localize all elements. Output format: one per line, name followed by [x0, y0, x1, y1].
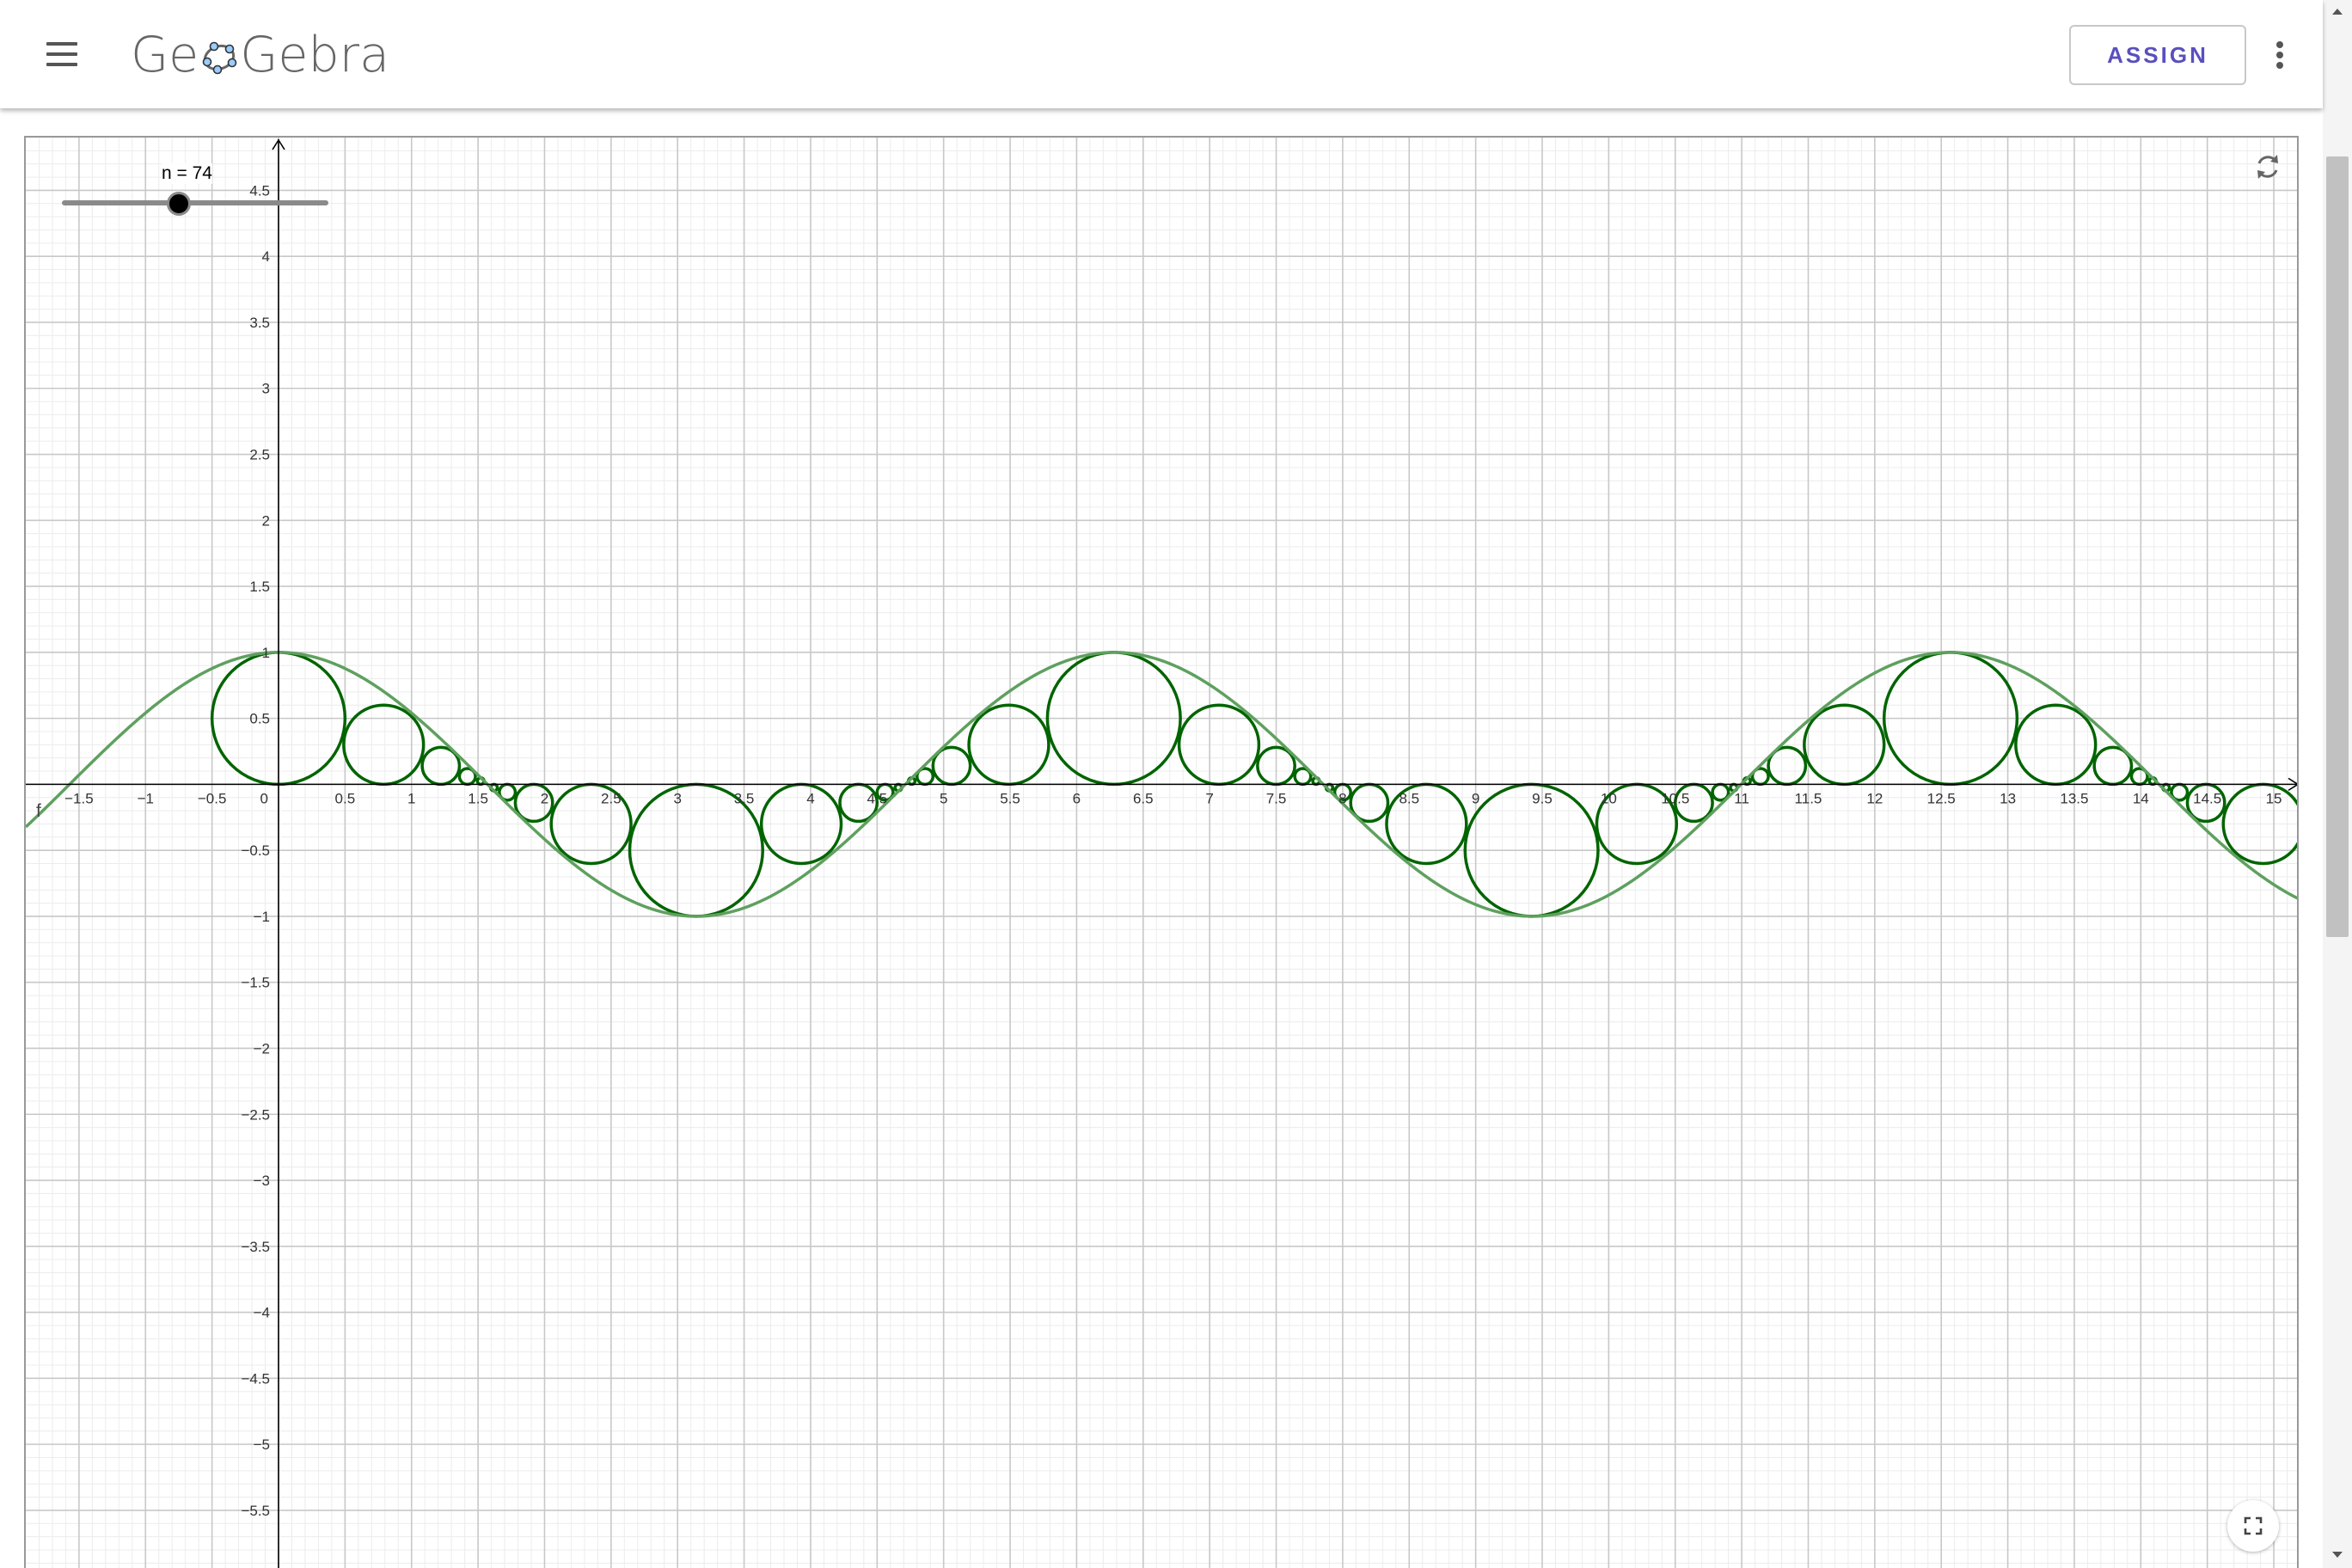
axes — [26, 138, 2297, 1568]
x-tick-label: 14 — [2133, 790, 2149, 806]
graphics-canvas[interactable]: −1.5 −1 −0.5 0 0.5 1 1.5 2 2.5 3 3.5 4 4.5 5 5.5 6 6.5 7 7… — [26, 138, 2299, 1568]
y-tick-label: −5.5 — [241, 1503, 270, 1519]
app-header: Ge Gebra ASSIGN — [0, 0, 2323, 108]
x-tick-label: 10.5 — [1661, 790, 1689, 806]
x-tick-label: 9.5 — [1532, 790, 1553, 806]
y-tick-label: −2 — [254, 1040, 270, 1057]
x-tick-label: 5.5 — [1000, 790, 1020, 806]
x-tick-label: −1.5 — [64, 790, 94, 806]
y-tick-label: 3 — [262, 381, 270, 397]
menu-bar — [46, 42, 77, 46]
y-tick-label: −1.5 — [241, 975, 270, 991]
major-grid — [26, 138, 2297, 1568]
geogebra-logo: Ge Gebra — [131, 21, 389, 89]
x-tick-label: 9 — [1472, 790, 1479, 806]
menu-bar — [46, 63, 77, 66]
y-tick-label: 0.5 — [249, 711, 270, 727]
y-tick-label: −1 — [254, 909, 270, 925]
slider-knob[interactable] — [167, 192, 192, 216]
x-tick-label: 11.5 — [1795, 790, 1822, 806]
scroll-down-arrow-icon[interactable] — [2326, 1546, 2349, 1565]
y-tick-label: −0.5 — [241, 842, 270, 859]
y-tick-label: −5 — [254, 1436, 270, 1453]
assign-button[interactable]: ASSIGN — [2069, 25, 2246, 85]
x-tick-label: 6 — [1073, 790, 1081, 806]
y-tick-label: −4.5 — [241, 1370, 270, 1387]
reset-refresh-icon[interactable] — [2252, 151, 2283, 182]
x-tick-label: 8 — [1338, 790, 1346, 806]
x-tick-label: 6.5 — [1133, 790, 1154, 806]
function-curve-f[interactable] — [26, 651, 2299, 918]
x-tick-label: 2 — [541, 790, 548, 806]
y-axis-arrow-icon — [272, 138, 285, 150]
x-tick-label: 12.5 — [1927, 790, 1956, 806]
x-tick-label: 1.5 — [468, 790, 488, 806]
y-tick-label: −3.5 — [241, 1239, 270, 1255]
y-tick-label: −3 — [254, 1173, 270, 1189]
more-dot — [2276, 41, 2283, 48]
logo-text-left: Ge — [131, 27, 199, 83]
x-tick-label: 3.5 — [734, 790, 755, 806]
x-tick-label: 7.5 — [1266, 790, 1287, 806]
x-tick-label: −1 — [138, 790, 154, 806]
fullscreen-icon — [2244, 1516, 2263, 1535]
x-tick-label: 7 — [1205, 790, 1213, 806]
function-label: f — [36, 801, 41, 821]
logo-text-right: Gebra — [240, 27, 390, 83]
geogebra-ellipse-icon — [202, 41, 237, 75]
x-tick-label: 1 — [407, 790, 415, 806]
hamburger-menu-icon[interactable] — [38, 33, 86, 76]
fullscreen-button[interactable] — [2227, 1500, 2279, 1552]
x-tick-label: 3 — [673, 790, 681, 806]
y-tick-label: 2 — [262, 512, 270, 529]
x-tick-label: −0.5 — [198, 790, 227, 806]
slider-track[interactable] — [62, 200, 328, 205]
x-tick-label: 13 — [2000, 790, 2016, 806]
y-tick-label: −4 — [254, 1305, 270, 1321]
y-tick-label: 1.5 — [249, 579, 270, 595]
x-tick-label: 2.5 — [601, 790, 622, 806]
y-tick-label: 4 — [262, 248, 270, 265]
y-tick-label: 4.5 — [249, 182, 270, 199]
y-axis-tick-labels: 4.5 4 3.5 3 2.5 2 1.5 1 0.5 −0.5 −1 −1.5 −2 −2.5 −3 −3.… — [241, 182, 270, 1518]
more-vertical-icon[interactable] — [2266, 33, 2294, 77]
x-tick-label: 4.5 — [867, 790, 887, 806]
x-tick-label: 15 — [2266, 790, 2282, 806]
y-tick-label: 2.5 — [249, 447, 270, 463]
x-axis-tick-labels: −1.5 −1 −0.5 0 0.5 1 1.5 2 2.5 3 3.5 4 4.5 5 5.5 6 6.5 7 7… — [64, 790, 2282, 806]
x-axis-arrow-icon — [2288, 777, 2297, 792]
x-tick-label: 4 — [806, 790, 814, 806]
x-tick-label: 10 — [1601, 790, 1617, 806]
x-tick-label: 0.5 — [335, 790, 356, 806]
x-tick-label: 8.5 — [1399, 790, 1419, 806]
y-tick-label: 1 — [262, 645, 270, 661]
x-tick-label: 14.5 — [2193, 790, 2221, 806]
graphics-view[interactable]: −1.5 −1 −0.5 0 0.5 1 1.5 2 2.5 3 3.5 4 4.5 5 5.5 6 6.5 7 7… — [24, 136, 2299, 1568]
x-tick-label: 13.5 — [2060, 790, 2088, 806]
more-dot — [2276, 62, 2283, 69]
menu-bar — [46, 52, 77, 56]
x-tick-label: 5 — [940, 790, 947, 806]
x-tick-label: 0 — [260, 790, 268, 806]
y-tick-label: 3.5 — [249, 315, 270, 331]
slider-label: n = 74 — [162, 163, 212, 184]
page-scrollbar-thumb[interactable] — [2326, 156, 2349, 937]
y-tick-label: −2.5 — [241, 1106, 270, 1123]
scroll-up-arrow-icon[interactable] — [2326, 2, 2349, 21]
minor-grid — [26, 138, 2297, 1568]
x-tick-label: 11 — [1734, 790, 1749, 806]
x-tick-label: 12 — [1866, 790, 1883, 806]
more-dot — [2276, 52, 2283, 58]
